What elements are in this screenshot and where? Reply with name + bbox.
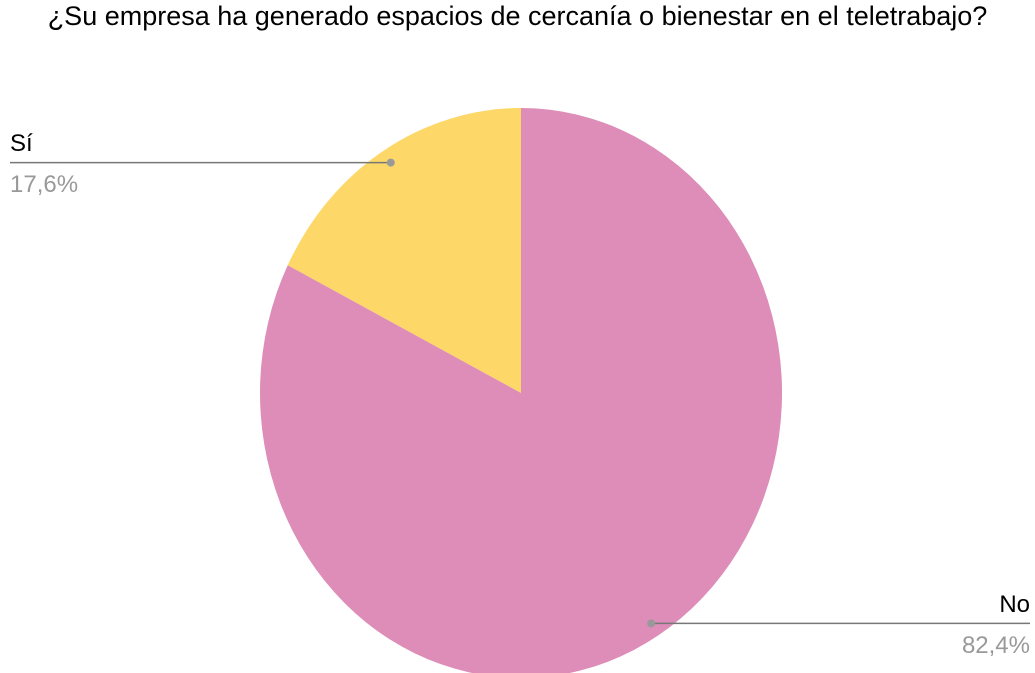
slice-value-label: 82,4% bbox=[962, 632, 1030, 659]
pie-slice bbox=[287, 108, 521, 393]
pie-slice bbox=[260, 108, 782, 673]
leader-dot bbox=[647, 619, 656, 628]
chart-title: ¿Su empresa ha generado espacios de cerc… bbox=[47, 1, 988, 31]
slice-label: No bbox=[999, 591, 1030, 618]
slice-value-label: 17,6% bbox=[10, 171, 78, 198]
slice-label: Sí bbox=[10, 130, 33, 157]
leader-dot bbox=[386, 158, 395, 167]
